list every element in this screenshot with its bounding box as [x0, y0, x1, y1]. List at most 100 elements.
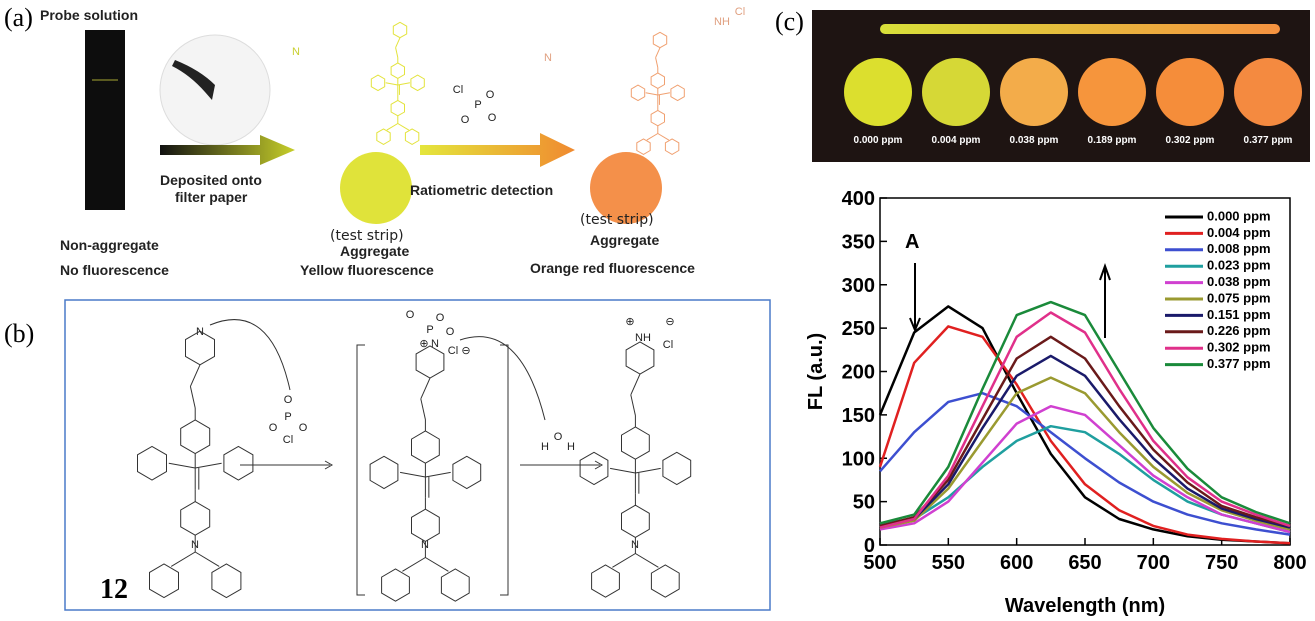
y-tick-label: 200: [842, 362, 875, 384]
brackets: [357, 345, 508, 595]
test-spot: [1156, 58, 1224, 126]
ring: [412, 431, 440, 463]
atom: N: [544, 52, 552, 64]
ring: [411, 75, 424, 90]
bond: [190, 386, 195, 408]
ring: [671, 85, 684, 100]
atom: N: [292, 46, 300, 58]
ring: [441, 569, 469, 601]
ring: [580, 452, 608, 484]
legend-label: 0.000 ppm: [1207, 208, 1271, 223]
text: Yellow fluorescence: [300, 262, 434, 278]
atom: O: [269, 422, 278, 434]
annotation: A: [905, 231, 919, 253]
text: Orange red fluorescence: [530, 260, 695, 276]
bond: [396, 38, 400, 48]
test-spot: [844, 58, 912, 126]
legend-label: 0.226 ppm: [1207, 323, 1271, 338]
y-axis-label: FL (a.u.): [805, 333, 827, 410]
atom: N: [196, 326, 204, 338]
strip-label: 0.038 ppm: [1010, 135, 1059, 146]
ring: [592, 565, 620, 597]
molecule: [371, 22, 424, 144]
molecule: [631, 32, 684, 154]
text: Non-aggregate: [60, 237, 159, 253]
y-tick-label: 350: [842, 231, 875, 253]
test-spot: [1078, 58, 1146, 126]
ring: [651, 110, 664, 125]
bond: [610, 468, 635, 473]
legend-label: 0.004 ppm: [1207, 225, 1271, 240]
bond: [425, 472, 450, 477]
bond: [398, 83, 410, 85]
ring: [181, 420, 210, 454]
x-tick-label: 650: [1068, 552, 1101, 574]
text: No fluorescence: [60, 262, 169, 278]
text: Deposited onto: [160, 172, 262, 188]
test-spot: [922, 58, 990, 126]
ring: [377, 129, 390, 144]
ring: [453, 456, 481, 488]
curved-arrow: [460, 337, 545, 420]
y-tick-label: 50: [853, 492, 875, 514]
bond: [631, 395, 636, 416]
trend-arrow: [910, 263, 920, 330]
y-tick-label: 300: [842, 275, 875, 297]
trend-arrow: [1100, 266, 1110, 338]
ring: [665, 139, 678, 154]
compound-number: 12: [100, 574, 128, 605]
bond: [190, 365, 200, 387]
ring: [622, 505, 650, 537]
bond: [647, 134, 658, 141]
bond: [658, 93, 670, 95]
ring: [653, 32, 666, 47]
ring: [391, 63, 404, 78]
bond: [421, 399, 426, 420]
text: Aggregate: [590, 232, 659, 248]
bond: [656, 58, 658, 68]
atom: O: [486, 89, 495, 101]
bond: [402, 558, 425, 572]
arrow: [420, 133, 575, 167]
bond: [169, 463, 195, 468]
atom: H: [541, 441, 549, 453]
test-strip: [340, 152, 412, 224]
x-tick-label: 800: [1273, 552, 1306, 574]
strip-label: 0.302 ppm: [1166, 135, 1215, 146]
atom: P: [474, 99, 481, 111]
y-tick-label: 100: [842, 448, 875, 470]
bond: [386, 83, 398, 85]
ring: [651, 565, 679, 597]
text: Probe solution: [40, 7, 138, 23]
panel-a: (a) Probe solution Deposited onto filter…: [4, 3, 745, 278]
test-spot: [1234, 58, 1302, 126]
atom: N: [431, 338, 439, 350]
panel-label: (c): [775, 7, 804, 36]
y-tick-label: 400: [842, 188, 875, 210]
legend-label: 0.023 ppm: [1207, 258, 1271, 273]
ring: [370, 456, 398, 488]
panel-b: (b) 12 N O P O O Cl O O P O N Cl ⊕ ⊖ H O…: [4, 300, 770, 610]
text: (test strip): [580, 212, 654, 228]
ring: [391, 100, 404, 115]
strip-label: 0.000 ppm: [854, 135, 903, 146]
molecule: [370, 346, 481, 601]
atom: Cl: [735, 6, 745, 18]
text: (test strip): [330, 228, 404, 244]
atom: NH: [635, 332, 651, 344]
ring: [371, 75, 384, 90]
bond: [656, 48, 660, 58]
panel-label: (b): [4, 319, 34, 348]
legend-label: 0.038 ppm: [1207, 274, 1271, 289]
atom: O: [284, 394, 293, 406]
x-axis-label: Wavelength (nm): [1005, 595, 1165, 617]
curved-arrow: [210, 320, 290, 390]
text: Aggregate: [340, 243, 409, 259]
x-tick-label: 600: [1000, 552, 1033, 574]
atom: Cl: [448, 345, 458, 357]
x-tick-label: 700: [1137, 552, 1170, 574]
panel-label: (a): [4, 3, 33, 32]
bond: [195, 463, 221, 468]
ring: [181, 502, 210, 536]
atom: O: [299, 422, 308, 434]
